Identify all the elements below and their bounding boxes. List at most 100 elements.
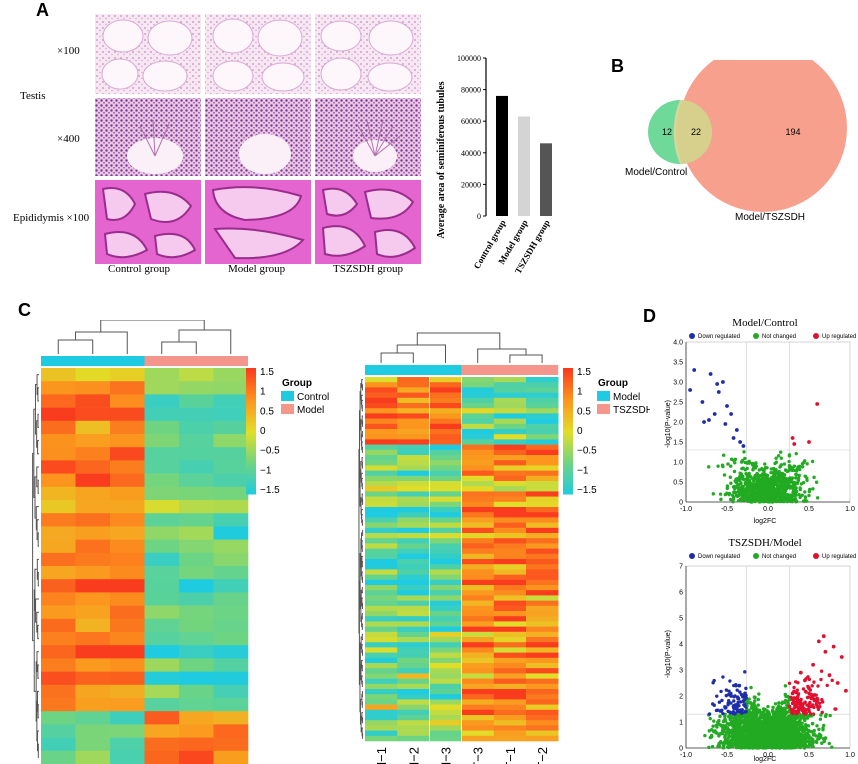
heatmap-cell (397, 611, 430, 617)
point-not-changed (768, 494, 772, 499)
bar-y-tick-label: 20000 (461, 180, 481, 189)
heatmap-cell (397, 439, 430, 445)
heatmap-cell (429, 423, 462, 430)
color-scale-segment (246, 435, 256, 438)
volcano1-legend: Down regulated Not changed Up regulated (689, 333, 856, 340)
point-not-changed (793, 488, 798, 492)
heatmap-cell (397, 475, 430, 482)
heatmap-cell (526, 647, 559, 653)
heatmap-cell (461, 642, 495, 648)
point-not-changed (752, 495, 756, 500)
heatmap-cell (144, 473, 180, 488)
heatmap-cell (397, 455, 430, 461)
point-not-changed (754, 723, 759, 727)
color-scale-segment (246, 439, 256, 442)
heatmap-cell (75, 618, 111, 633)
point-not-changed (726, 462, 730, 466)
heatmap-cell (397, 548, 430, 555)
y-tick-label: 2 (679, 694, 683, 701)
heatmap-cell (461, 600, 495, 607)
heatmap-cell (365, 699, 398, 705)
point-down-regulated (743, 709, 748, 714)
point-not-changed (812, 732, 816, 736)
point-not-changed (798, 745, 803, 750)
point-not-changed (775, 492, 780, 496)
point-down-regulated (716, 390, 721, 394)
point-not-changed (817, 734, 822, 738)
point-down-regulated (743, 704, 747, 708)
heatmap-cell (110, 566, 145, 580)
color-scale-tick: −1.5 (260, 485, 280, 496)
point-not-changed (727, 733, 731, 738)
heatmap-cell (397, 423, 430, 430)
color-scale-segment (246, 414, 256, 417)
heatmap-cell (429, 585, 462, 591)
point-not-changed (769, 467, 774, 471)
heatmap-cell (461, 673, 495, 679)
heatmap-cell (461, 611, 495, 617)
heatmap-cell (365, 564, 398, 570)
color-scale-segment (563, 487, 573, 491)
point-up-regulated (812, 680, 816, 684)
point-not-changed (745, 722, 749, 726)
heatmap-cell (461, 470, 495, 477)
heatmap-cell (365, 449, 398, 456)
point-not-changed (748, 493, 753, 498)
point-not-changed (822, 739, 826, 744)
heatmap-cell (397, 382, 430, 388)
point-not-changed (757, 692, 761, 696)
point-down-regulated (732, 712, 736, 716)
heatmap-cell (429, 408, 462, 414)
heatmap-cell (365, 663, 398, 669)
color-scale-segment (563, 431, 573, 434)
point-not-changed (775, 706, 780, 710)
point-not-changed (777, 715, 782, 719)
color-scale-segment (246, 410, 256, 413)
heatmap-cell (41, 711, 76, 725)
heatmap-cell (429, 621, 462, 627)
point-not-changed (721, 731, 725, 735)
panel-label-a: A (36, 0, 49, 20)
point-up-regulated (787, 681, 792, 685)
heatmap-cell (365, 709, 398, 716)
heatmap-cell (429, 449, 462, 456)
point-not-changed (772, 499, 776, 503)
heatmap-cell (397, 663, 430, 669)
point-up-regulated (816, 639, 821, 644)
heatmap-cell (179, 526, 214, 540)
heatmap-cell (397, 715, 430, 721)
point-not-changed (712, 719, 716, 723)
heatmap-cell (41, 539, 76, 554)
point-down-regulated (736, 696, 741, 701)
point-not-changed (738, 737, 743, 741)
point-not-changed (772, 470, 776, 475)
point-not-changed (810, 721, 815, 726)
heatmap-cell (365, 720, 398, 726)
color-scale-segment (246, 370, 256, 373)
heatmap-cell (110, 724, 145, 738)
point-not-changed (738, 498, 742, 503)
heatmap-cell (493, 533, 527, 539)
heatmap-cell (397, 735, 430, 742)
heatmap-cell (144, 526, 180, 540)
point-not-changed (787, 454, 792, 458)
point-not-changed (756, 734, 760, 738)
heatmap-cell (461, 548, 495, 555)
heatmap-cell (179, 698, 214, 712)
point-not-changed (805, 476, 809, 480)
legend-label: Not changed (762, 554, 796, 560)
heatmap-cell (397, 631, 430, 638)
point-not-changed (764, 712, 768, 716)
color-scale-segment (563, 412, 573, 415)
heatmap-cell (365, 527, 398, 534)
point-not-changed (773, 744, 777, 748)
heatmap-cell (461, 725, 495, 731)
heatmap-column-label: M−3 (439, 747, 454, 764)
point-down-regulated (734, 707, 739, 711)
point-not-changed (762, 743, 767, 747)
color-scale-segment (563, 372, 573, 375)
heatmap-cell (110, 473, 145, 488)
point-not-changed (780, 731, 784, 736)
heatmap-cell (365, 507, 398, 513)
panel-label-d: D (643, 306, 656, 326)
